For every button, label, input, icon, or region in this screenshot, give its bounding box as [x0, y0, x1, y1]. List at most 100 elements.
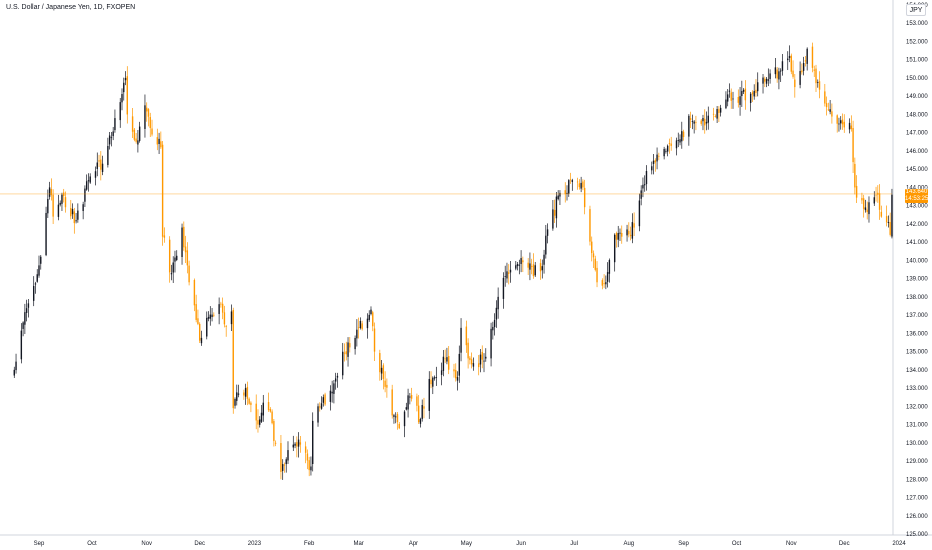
candle: [146, 102, 148, 122]
candle: [349, 337, 351, 353]
candle-body: [181, 227, 183, 257]
candle-body: [310, 466, 312, 471]
candle-body: [679, 139, 681, 143]
candle-body: [864, 207, 867, 211]
candle: [583, 179, 586, 215]
candle-body: [211, 314, 213, 318]
candle: [815, 64, 817, 93]
candle-body: [419, 419, 422, 424]
candle-body: [146, 107, 148, 112]
candle-body: [663, 148, 665, 157]
candle-body: [308, 460, 310, 471]
y-tick-label: 131.000: [906, 423, 928, 429]
candle: [407, 388, 409, 418]
candle: [161, 141, 164, 246]
candle: [592, 250, 595, 269]
currency-button[interactable]: JPY: [906, 4, 926, 16]
candle: [77, 203, 79, 223]
candle: [799, 61, 801, 89]
candle: [195, 294, 197, 323]
candle-body: [552, 209, 554, 229]
candle-body: [98, 160, 100, 162]
candle-body: [312, 420, 314, 465]
candle-body: [502, 277, 505, 299]
candle-body: [799, 71, 801, 85]
candle: [693, 120, 695, 134]
candle: [829, 99, 831, 115]
candle: [516, 262, 519, 271]
candle: [608, 258, 611, 283]
candle-body: [260, 412, 263, 422]
candle-body: [543, 254, 545, 265]
candle: [502, 272, 505, 309]
x-tick-label: Feb: [304, 541, 315, 547]
candle-body: [518, 264, 521, 266]
candle-body: [416, 396, 418, 406]
candle-body: [651, 166, 653, 171]
candle: [248, 397, 250, 405]
candle-body: [15, 361, 17, 371]
candle-body: [283, 464, 286, 466]
candle-body: [583, 187, 586, 208]
candle: [753, 84, 755, 100]
candle-body: [73, 211, 76, 224]
candle-body: [372, 312, 374, 327]
candle: [628, 222, 630, 238]
candle: [52, 189, 54, 224]
candle-body: [292, 444, 294, 448]
candle: [765, 77, 768, 88]
candle: [188, 260, 190, 286]
candle-body: [779, 70, 782, 72]
candle-body: [246, 386, 249, 399]
candle: [508, 264, 510, 285]
candle: [331, 380, 333, 403]
candle: [126, 66, 129, 124]
y-tick-label: 151.000: [906, 58, 928, 64]
candle-body: [483, 360, 485, 362]
candle-body: [405, 407, 408, 410]
candle: [285, 457, 287, 473]
candle: [656, 147, 658, 170]
candle: [644, 175, 646, 192]
candle: [306, 449, 309, 470]
candle: [861, 192, 863, 204]
candle-body: [495, 307, 498, 320]
candle-body: [638, 200, 641, 227]
candle-body: [343, 352, 346, 354]
candle-body: [20, 330, 23, 360]
candle: [147, 108, 150, 127]
candle: [481, 345, 483, 369]
candle: [85, 174, 88, 191]
candle-body: [545, 235, 547, 255]
candle: [589, 205, 591, 246]
candle-body: [818, 81, 821, 90]
candle: [430, 371, 432, 389]
candle-body: [299, 442, 302, 445]
candle: [741, 80, 743, 107]
candle-body: [101, 163, 104, 172]
candle-body: [168, 239, 171, 273]
candle: [596, 261, 598, 288]
candle-body: [257, 420, 259, 425]
candle: [633, 212, 635, 237]
y-tick-label: 144.000: [906, 185, 928, 191]
candle-body: [259, 419, 261, 425]
candle: [613, 233, 616, 272]
candle: [296, 436, 298, 458]
candle-body: [716, 109, 718, 119]
candle: [467, 338, 469, 369]
candle-body: [806, 48, 808, 64]
candle-body: [712, 113, 715, 115]
candle: [64, 191, 67, 213]
candle: [541, 259, 543, 279]
candle-body: [642, 184, 644, 189]
candle: [539, 258, 542, 280]
candle-body: [255, 403, 257, 421]
candle: [843, 114, 845, 133]
candle-body: [675, 140, 678, 149]
candle: [343, 343, 346, 362]
candle-body: [274, 442, 277, 444]
candle: [714, 114, 717, 118]
